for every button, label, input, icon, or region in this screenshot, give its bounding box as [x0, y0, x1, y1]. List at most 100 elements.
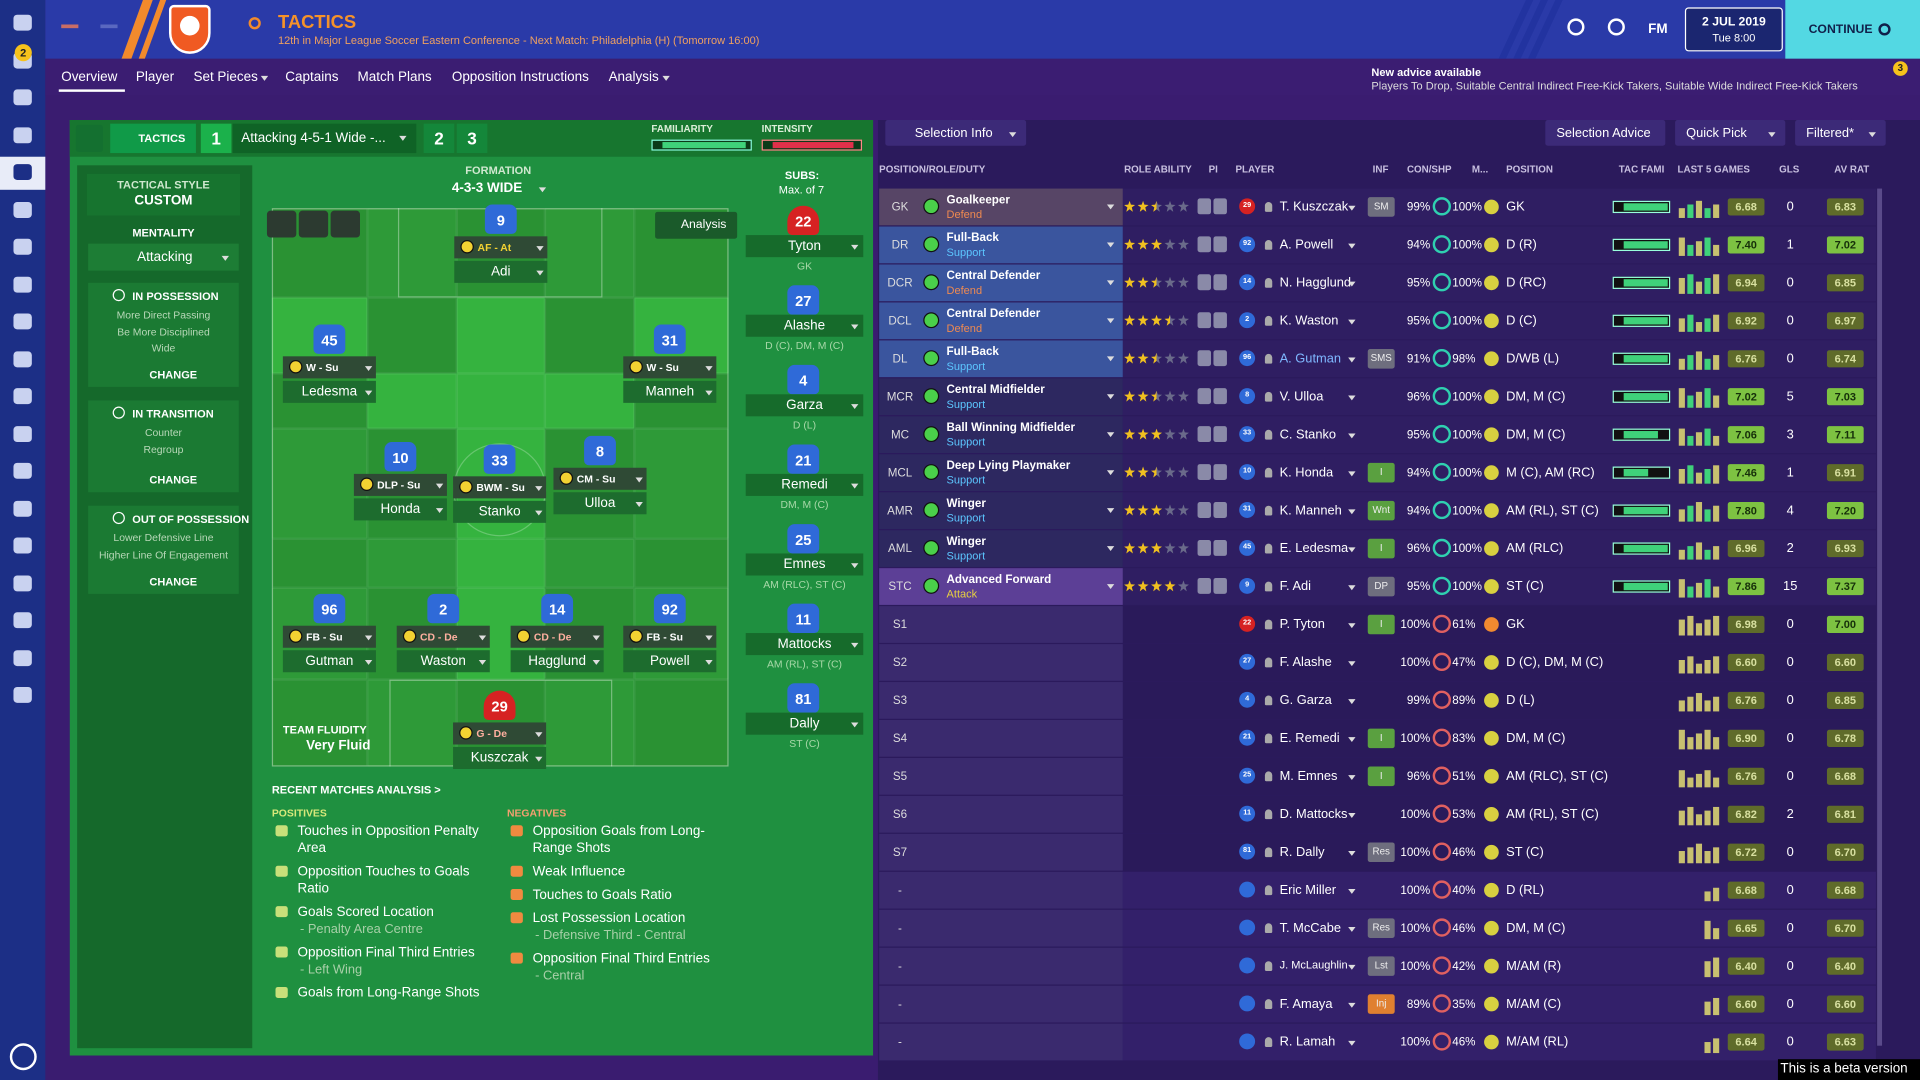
- sub-name-tag[interactable]: [745, 553, 864, 576]
- sub-name-tag[interactable]: [745, 712, 864, 735]
- player-name[interactable]: E. Remedi: [1279, 731, 1340, 746]
- sidebar-icon[interactable]: [13, 313, 32, 330]
- nav-tab[interactable]: Set Pieces: [193, 69, 258, 85]
- sidebar-icon[interactable]: [13, 126, 32, 143]
- role-tag[interactable]: [553, 467, 647, 490]
- nav-tab[interactable]: Captains: [285, 69, 339, 85]
- name-tag[interactable]: [353, 498, 447, 521]
- role-tag[interactable]: [454, 236, 548, 259]
- role-tag[interactable]: [623, 356, 717, 379]
- formation-value[interactable]: 4-3-3 WIDE: [451, 181, 523, 196]
- search-icon[interactable]: [248, 17, 261, 30]
- sidebar-icon[interactable]: [13, 574, 32, 591]
- nav-tab[interactable]: Overview: [61, 69, 118, 85]
- forward-arrow[interactable]: [100, 24, 118, 29]
- player-name[interactable]: E. Ledesma: [1279, 541, 1349, 556]
- sidebar-icon[interactable]: [13, 612, 32, 629]
- role-tag[interactable]: [282, 356, 376, 379]
- fm-menu[interactable]: FM: [1648, 22, 1668, 37]
- help-icon[interactable]: [1607, 18, 1625, 36]
- nav-tab[interactable]: Opposition Instructions: [451, 69, 589, 85]
- analysis-button[interactable]: [655, 211, 738, 239]
- tactic-slot[interactable]: [456, 123, 488, 154]
- sidebar-icon[interactable]: [13, 201, 32, 218]
- toolbar-button[interactable]: [885, 120, 1027, 146]
- mentality-dropdown[interactable]: [88, 243, 239, 271]
- name-tag[interactable]: [282, 650, 376, 673]
- sub-name-tag[interactable]: [745, 633, 864, 656]
- analysis-title[interactable]: RECENT MATCHES ANALYSIS >: [271, 783, 441, 796]
- sidebar-icon[interactable]: [13, 462, 32, 479]
- player-name[interactable]: F. Amaya: [1279, 996, 1333, 1012]
- name-tag[interactable]: [454, 260, 548, 283]
- name-tag[interactable]: [623, 650, 717, 673]
- help-icon[interactable]: [1567, 18, 1585, 36]
- sidebar-icon[interactable]: [13, 388, 32, 405]
- player-name[interactable]: F. Adi: [1279, 579, 1312, 594]
- role-tag[interactable]: [453, 476, 547, 499]
- sidebar-icon[interactable]: [13, 425, 32, 442]
- change-button[interactable]: CHANGE: [149, 368, 198, 381]
- sidebar-icon[interactable]: [13, 537, 32, 554]
- name-tag[interactable]: [510, 650, 604, 673]
- change-button[interactable]: CHANGE: [149, 473, 198, 487]
- analysis-label[interactable]: Analysis: [680, 217, 727, 232]
- sidebar-icon[interactable]: [13, 686, 32, 703]
- back-arrow[interactable]: [61, 24, 79, 29]
- role-tag[interactable]: [353, 473, 447, 496]
- sub-name-tag[interactable]: [745, 235, 864, 258]
- sidebar-icon[interactable]: [13, 164, 32, 180]
- toolbar-button[interactable]: [1675, 120, 1786, 146]
- player-name[interactable]: R. Dally: [1279, 844, 1325, 860]
- player-name[interactable]: A. Powell: [1279, 237, 1334, 253]
- view-toggle[interactable]: [266, 210, 297, 238]
- sub-name-tag[interactable]: [745, 314, 864, 337]
- name-tag[interactable]: [453, 500, 547, 523]
- name-tag[interactable]: [623, 380, 717, 403]
- tactic-name-box[interactable]: [232, 123, 417, 154]
- sidebar-icon[interactable]: [13, 14, 32, 31]
- player-name[interactable]: C. Stanko: [1279, 427, 1337, 443]
- tactic-slot[interactable]: [423, 123, 455, 154]
- nav-tab[interactable]: Match Plans: [357, 69, 432, 85]
- name-tag[interactable]: [553, 492, 647, 515]
- toolbar-button[interactable]: [1545, 120, 1666, 146]
- style-value[interactable]: CUSTOM: [134, 193, 193, 209]
- nav-tab[interactable]: Analysis: [608, 69, 659, 85]
- player-name[interactable]: G. Garza: [1279, 693, 1332, 708]
- view-toggle[interactable]: [330, 210, 360, 238]
- player-name[interactable]: T. McCabe: [1279, 920, 1342, 936]
- collapse-button[interactable]: [75, 124, 103, 152]
- sidebar-icon[interactable]: [13, 350, 32, 367]
- player-name[interactable]: V. Ulloa: [1279, 389, 1324, 405]
- player-name[interactable]: R. Lamah: [1279, 1034, 1336, 1050]
- role-tag[interactable]: [396, 625, 490, 648]
- role-tag[interactable]: [453, 722, 547, 745]
- player-name[interactable]: M. Emnes: [1279, 768, 1338, 784]
- player-name[interactable]: P. Tyton: [1279, 617, 1325, 632]
- sidebar-icon[interactable]: [13, 276, 32, 293]
- sidebar-icon[interactable]: [13, 89, 32, 106]
- nav-tab[interactable]: Player: [135, 69, 175, 85]
- player-name[interactable]: A. Gutman: [1279, 351, 1342, 367]
- player-name[interactable]: K. Honda: [1279, 465, 1334, 480]
- player-name[interactable]: F. Alashe: [1279, 655, 1332, 670]
- player-name[interactable]: N. Hagglund: [1279, 275, 1352, 291]
- name-tag[interactable]: [396, 650, 490, 673]
- sub-name-tag[interactable]: [745, 473, 864, 496]
- change-button[interactable]: CHANGE: [149, 575, 198, 588]
- view-toggle[interactable]: [298, 210, 329, 238]
- player-name[interactable]: K. Waston: [1279, 313, 1339, 329]
- player-name[interactable]: D. Mattocks: [1279, 806, 1348, 822]
- sidebar-icon[interactable]: [13, 500, 32, 517]
- sidebar-icon[interactable]: [13, 649, 32, 666]
- player-name[interactable]: Eric Miller: [1279, 882, 1337, 898]
- role-tag[interactable]: [623, 625, 717, 648]
- continue-label[interactable]: CONTINUE: [1808, 23, 1873, 37]
- sub-name-tag[interactable]: [745, 394, 864, 417]
- tactic-slot[interactable]: [200, 123, 232, 154]
- name-tag[interactable]: [453, 746, 547, 769]
- role-tag[interactable]: [510, 625, 604, 648]
- player-name[interactable]: J. McLaughlin: [1279, 958, 1348, 972]
- player-name[interactable]: K. Manneh: [1279, 503, 1342, 518]
